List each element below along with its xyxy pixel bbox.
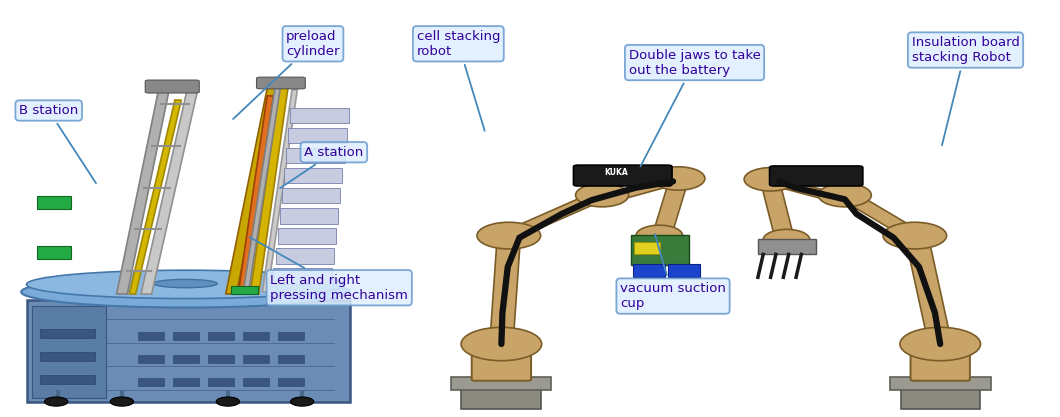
FancyBboxPatch shape [278,355,304,363]
FancyBboxPatch shape [770,166,863,186]
FancyBboxPatch shape [40,352,95,361]
FancyBboxPatch shape [911,347,970,381]
Polygon shape [597,176,684,203]
FancyBboxPatch shape [278,378,304,386]
FancyBboxPatch shape [231,286,258,294]
Polygon shape [653,181,688,234]
FancyBboxPatch shape [288,128,347,143]
Ellipse shape [744,168,797,191]
FancyBboxPatch shape [243,378,269,386]
FancyBboxPatch shape [138,355,164,363]
Polygon shape [129,100,181,294]
FancyBboxPatch shape [208,355,234,363]
Text: preload
cylinder: preload cylinder [233,30,339,119]
FancyBboxPatch shape [631,235,689,265]
Ellipse shape [883,222,947,249]
FancyBboxPatch shape [901,387,981,409]
Polygon shape [501,193,606,239]
Polygon shape [226,83,279,294]
FancyBboxPatch shape [37,196,71,208]
FancyBboxPatch shape [243,355,269,363]
FancyBboxPatch shape [890,377,991,390]
FancyBboxPatch shape [290,108,349,123]
Ellipse shape [477,222,541,249]
Polygon shape [905,237,952,344]
FancyBboxPatch shape [758,239,816,254]
Ellipse shape [290,397,314,406]
FancyBboxPatch shape [138,332,164,340]
FancyBboxPatch shape [668,264,700,277]
Polygon shape [263,90,297,292]
FancyBboxPatch shape [461,387,541,409]
Text: A station: A station [280,146,364,188]
FancyBboxPatch shape [32,306,106,398]
Polygon shape [768,178,850,203]
FancyBboxPatch shape [273,268,332,284]
Polygon shape [490,238,520,344]
FancyBboxPatch shape [450,377,551,390]
Ellipse shape [110,397,134,406]
FancyBboxPatch shape [26,300,350,402]
Text: vacuum suction
cup: vacuum suction cup [620,234,726,310]
FancyBboxPatch shape [145,80,199,93]
Text: cell stacking
robot: cell stacking robot [417,30,500,131]
FancyBboxPatch shape [276,248,334,264]
Ellipse shape [636,225,683,246]
Ellipse shape [818,183,871,207]
FancyBboxPatch shape [40,329,95,338]
FancyBboxPatch shape [634,242,660,254]
FancyBboxPatch shape [173,378,199,386]
Text: KUKA: KUKA [604,168,628,177]
FancyBboxPatch shape [173,332,199,340]
Polygon shape [761,183,794,238]
FancyBboxPatch shape [284,168,342,183]
FancyBboxPatch shape [40,375,95,384]
Ellipse shape [45,397,68,406]
Ellipse shape [216,397,240,406]
FancyBboxPatch shape [208,378,234,386]
FancyBboxPatch shape [286,148,345,163]
Polygon shape [244,88,280,292]
Text: Left and right
pressing mechanism: Left and right pressing mechanism [249,237,408,302]
Polygon shape [238,96,273,292]
Ellipse shape [26,270,344,299]
FancyBboxPatch shape [472,347,531,381]
Ellipse shape [154,279,217,288]
Polygon shape [117,88,170,294]
Text: Double jaws to take
out the battery: Double jaws to take out the battery [629,48,760,166]
FancyBboxPatch shape [208,332,234,340]
Polygon shape [141,88,198,294]
FancyBboxPatch shape [37,246,71,259]
Ellipse shape [576,183,629,207]
Polygon shape [840,193,923,238]
FancyBboxPatch shape [138,378,164,386]
Polygon shape [250,85,288,294]
Ellipse shape [900,327,980,361]
Ellipse shape [461,327,542,361]
Ellipse shape [763,229,810,250]
Text: B station: B station [19,104,96,183]
FancyBboxPatch shape [633,264,665,277]
FancyBboxPatch shape [243,332,269,340]
FancyBboxPatch shape [278,228,336,244]
FancyBboxPatch shape [282,188,340,203]
FancyBboxPatch shape [257,77,305,89]
Text: Insulation board
stacking Robot: Insulation board stacking Robot [912,36,1020,146]
FancyBboxPatch shape [173,355,199,363]
FancyBboxPatch shape [278,332,304,340]
FancyBboxPatch shape [280,208,338,224]
Ellipse shape [21,276,350,308]
FancyBboxPatch shape [573,165,672,186]
Ellipse shape [652,167,705,190]
